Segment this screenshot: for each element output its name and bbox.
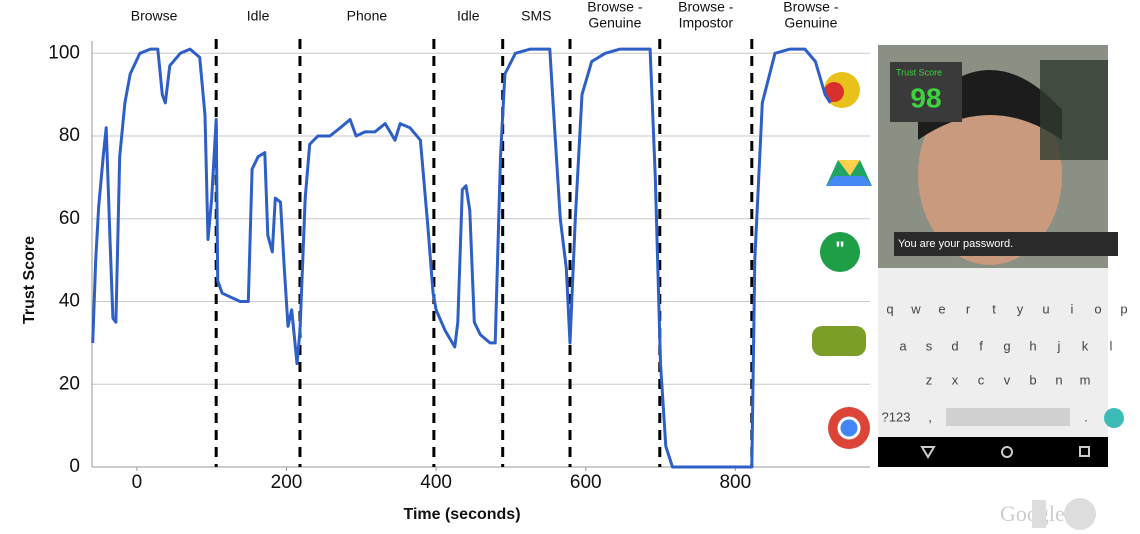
key: p	[1120, 301, 1127, 316]
key: ,	[928, 409, 932, 424]
key: d	[951, 338, 958, 353]
segment-label: Browse -	[587, 0, 643, 15]
key: m	[1080, 372, 1091, 387]
key: k	[1082, 338, 1089, 353]
key: f	[979, 338, 983, 353]
key: e	[938, 301, 945, 316]
segment-label: SMS	[521, 8, 551, 24]
segment-label: Impostor	[679, 15, 734, 31]
trust-line	[91, 47, 832, 469]
key: w	[910, 301, 921, 316]
key: .	[1084, 409, 1088, 424]
y-tick-label: 80	[59, 125, 80, 146]
segment-label: Browse	[131, 8, 178, 24]
key: v	[1004, 372, 1011, 387]
x-tick-label: 400	[420, 472, 452, 493]
key: j	[1057, 338, 1061, 353]
segment-label: Idle	[247, 8, 270, 24]
svg-text:": "	[835, 238, 844, 260]
x-tick-label: 0	[132, 472, 143, 493]
x-tick-label: 600	[570, 472, 602, 493]
x-axis-label: Time (seconds)	[403, 506, 520, 523]
y-tick-label: 100	[48, 42, 80, 63]
input-text: You are your password.	[898, 238, 1013, 250]
y-tick-label: 20	[59, 373, 80, 394]
key: ?123	[882, 409, 911, 424]
key: g	[1003, 338, 1010, 353]
segment-label: Phone	[347, 8, 388, 24]
score: 98	[910, 82, 941, 113]
y-tick-label: 0	[69, 456, 80, 477]
key: u	[1042, 301, 1049, 316]
key: c	[978, 372, 985, 387]
segment-label: Genuine	[588, 15, 641, 31]
key: h	[1029, 338, 1036, 353]
key: a	[899, 338, 907, 353]
key: b	[1029, 372, 1036, 387]
key: q	[886, 301, 893, 316]
y-tick-label: 40	[59, 291, 80, 312]
x-tick-label: 800	[719, 472, 751, 493]
key: s	[926, 338, 933, 353]
key: l	[1110, 338, 1113, 353]
app-icons: "	[812, 72, 872, 449]
segment-label: Genuine	[784, 15, 837, 31]
phone: Trust Score 98 You are your password. Go…	[878, 45, 1124, 530]
key: o	[1094, 301, 1101, 316]
key: i	[1071, 301, 1074, 316]
x-tick-label: 200	[271, 472, 303, 493]
segment-label: Browse -	[678, 0, 734, 15]
key: x	[952, 372, 959, 387]
key: t	[992, 301, 996, 316]
key: z	[926, 372, 933, 387]
segment-label: Browse -	[783, 0, 839, 15]
score-label: Trust Score	[896, 67, 942, 77]
key: n	[1055, 372, 1062, 387]
key: r	[966, 301, 971, 316]
y-axis-label: Trust Score	[21, 236, 38, 324]
key: y	[1017, 301, 1024, 316]
segment-label: Idle	[457, 8, 480, 24]
y-tick-label: 60	[59, 208, 80, 229]
